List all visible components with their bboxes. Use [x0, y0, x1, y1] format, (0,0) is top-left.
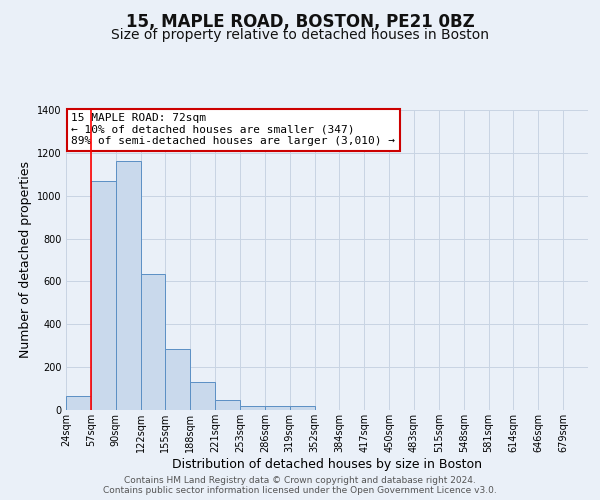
Text: 15 MAPLE ROAD: 72sqm
← 10% of detached houses are smaller (347)
89% of semi-deta: 15 MAPLE ROAD: 72sqm ← 10% of detached h…: [71, 113, 395, 146]
Bar: [240, 406, 265, 410]
Bar: [116, 162, 140, 410]
Text: Size of property relative to detached houses in Boston: Size of property relative to detached ho…: [111, 28, 489, 42]
Bar: [215, 400, 240, 410]
Bar: [91, 180, 116, 410]
Bar: [290, 406, 314, 410]
Text: Contains HM Land Registry data © Crown copyright and database right 2024.: Contains HM Land Registry data © Crown c…: [124, 476, 476, 485]
Bar: [66, 396, 91, 410]
Bar: [140, 274, 166, 410]
Y-axis label: Number of detached properties: Number of detached properties: [19, 162, 32, 358]
Text: Contains public sector information licensed under the Open Government Licence v3: Contains public sector information licen…: [103, 486, 497, 495]
Bar: [166, 349, 190, 410]
Bar: [265, 406, 290, 410]
Text: 15, MAPLE ROAD, BOSTON, PE21 0BZ: 15, MAPLE ROAD, BOSTON, PE21 0BZ: [125, 12, 475, 30]
X-axis label: Distribution of detached houses by size in Boston: Distribution of detached houses by size …: [172, 458, 482, 470]
Bar: [190, 382, 215, 410]
